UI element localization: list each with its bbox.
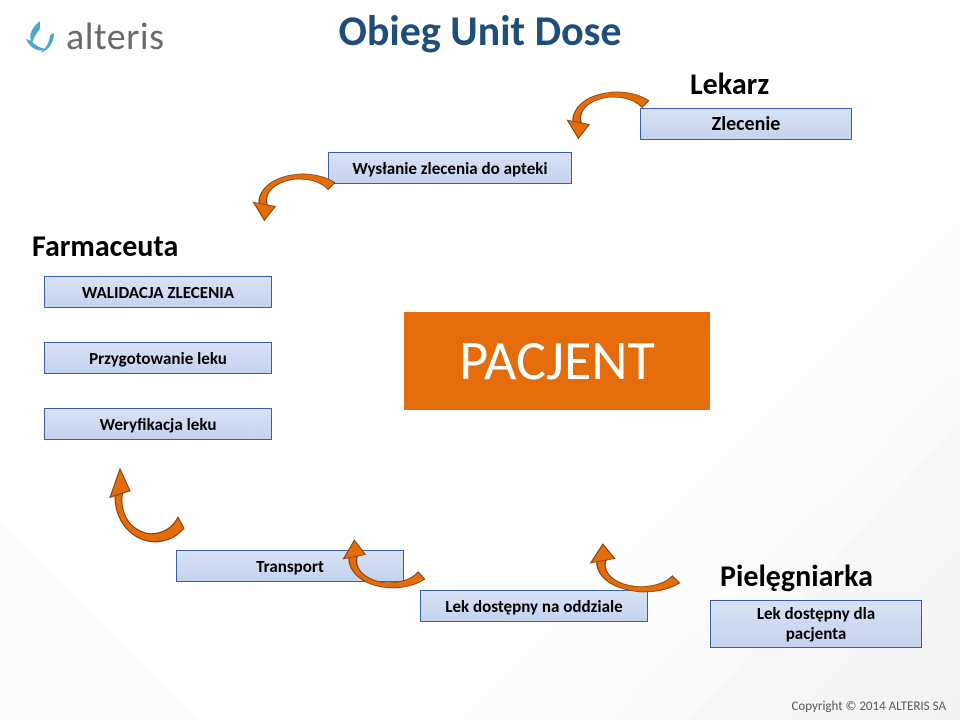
arrow-transport-to-lekoddz	[328, 520, 438, 592]
arrow-zlecenie-to-wyslanie	[552, 88, 662, 158]
arrow-weryf-to-transport	[96, 438, 196, 548]
box-walidacja: WALIDACJA ZLECENIA	[44, 276, 272, 308]
label-lekarz: Lekarz	[690, 66, 769, 103]
box-wyslanie: Wysłanie zlecenia do apteki	[328, 152, 572, 184]
box-lek-pacj: Lek dostępny dla pacjenta	[710, 600, 922, 648]
label-farmaceuta: Farmaceuta	[32, 228, 178, 265]
box-zlecenie: Zlecenie	[640, 108, 852, 140]
arrow-wyslanie-to-walidacja	[238, 170, 348, 240]
box-przygot: Przygotowanie leku	[44, 342, 272, 374]
label-pielegniarka: Pielęgniarka	[720, 558, 873, 595]
box-weryf: Weryfikacja leku	[44, 408, 272, 440]
arrow-lekoddz-to-lekpacj	[574, 524, 694, 596]
copyright-text: Copyright © 2014 ALTERIS SA	[791, 699, 946, 714]
focal-pacjent: PACJENT	[404, 312, 710, 410]
page-title: Obieg Unit Dose	[0, 6, 960, 57]
